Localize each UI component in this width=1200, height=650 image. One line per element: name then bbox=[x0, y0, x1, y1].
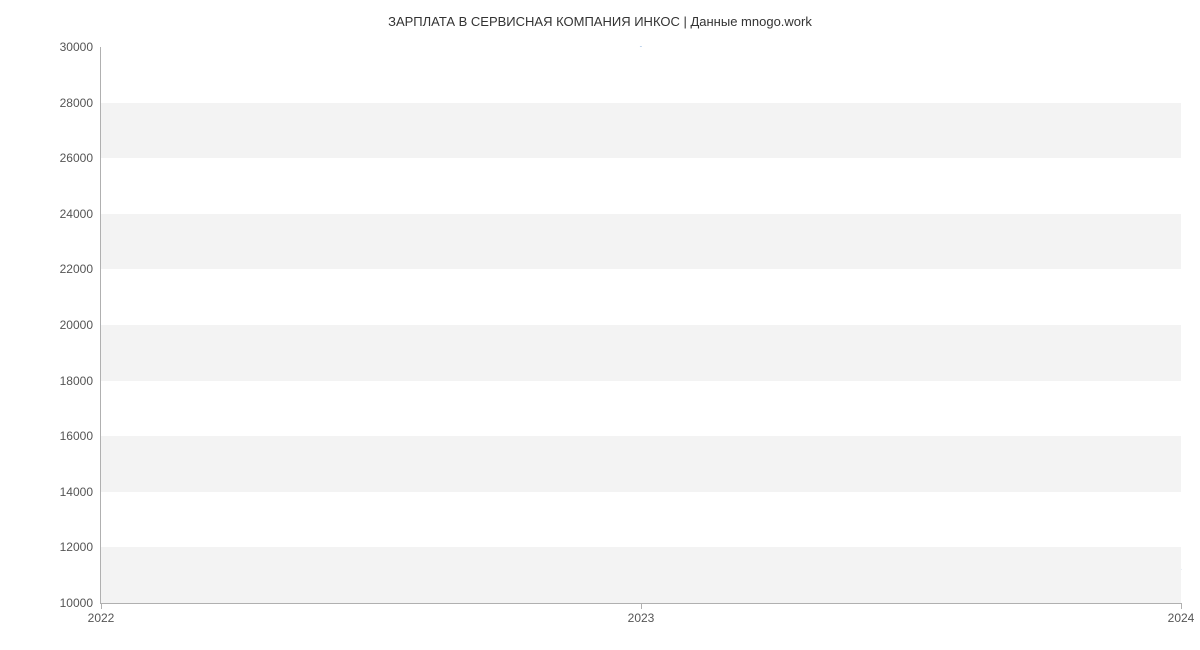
grid-band bbox=[101, 325, 1181, 381]
grid-band bbox=[101, 492, 1181, 548]
y-axis-tick-label: 20000 bbox=[60, 318, 101, 332]
y-axis-tick-label: 12000 bbox=[60, 540, 101, 554]
y-axis-tick-label: 28000 bbox=[60, 96, 101, 110]
y-axis-tick-label: 26000 bbox=[60, 151, 101, 165]
plot-area: 1000012000140001600018000200002200024000… bbox=[100, 47, 1181, 604]
y-axis-tick-label: 24000 bbox=[60, 207, 101, 221]
y-axis-tick-label: 18000 bbox=[60, 374, 101, 388]
grid-band bbox=[101, 547, 1181, 603]
grid-band bbox=[101, 214, 1181, 270]
chart-title: ЗАРПЛАТА В СЕРВИСНАЯ КОМПАНИЯ ИНКОС | Да… bbox=[0, 14, 1200, 29]
y-axis-tick-label: 22000 bbox=[60, 262, 101, 276]
grid-band bbox=[101, 47, 1181, 103]
y-axis-tick-label: 14000 bbox=[60, 485, 101, 499]
grid-band bbox=[101, 381, 1181, 437]
grid-band bbox=[101, 436, 1181, 492]
x-axis-tick-label: 2023 bbox=[628, 603, 655, 625]
y-axis-tick-label: 16000 bbox=[60, 429, 101, 443]
grid-band bbox=[101, 158, 1181, 214]
x-axis-tick-label: 2024 bbox=[1168, 603, 1195, 625]
grid-band bbox=[101, 269, 1181, 325]
salary-line-chart: ЗАРПЛАТА В СЕРВИСНАЯ КОМПАНИЯ ИНКОС | Да… bbox=[0, 0, 1200, 650]
grid-band bbox=[101, 103, 1181, 159]
y-axis-tick-label: 30000 bbox=[60, 40, 101, 54]
x-axis-tick-label: 2022 bbox=[88, 603, 115, 625]
